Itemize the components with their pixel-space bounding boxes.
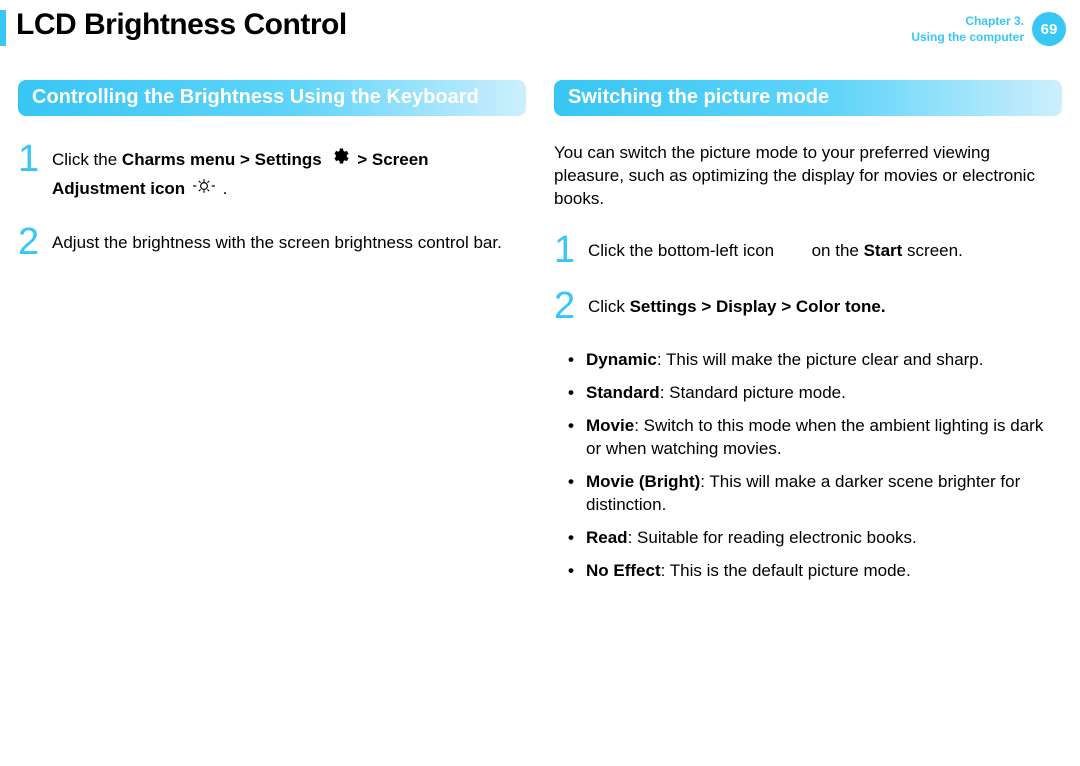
mode-desc: : Standard picture mode. <box>660 383 846 402</box>
left-step-2: 2 Adjust the brightness with the screen … <box>18 225 526 259</box>
mode-name: Movie (Bright) <box>586 472 700 491</box>
mode-name: Standard <box>586 383 660 402</box>
section-header-keyboard: Controlling the Brightness Using the Key… <box>18 80 526 116</box>
chapter-line1: Chapter 3. <box>911 14 1024 30</box>
step-text-bold: Start <box>864 241 903 260</box>
content-columns: Controlling the Brightness Using the Key… <box>0 80 1080 593</box>
page-title: LCD Brightness Control <box>16 8 911 42</box>
mode-name: Read <box>586 528 628 547</box>
mode-movie-bright: Movie (Bright): This will make a darker … <box>568 471 1062 517</box>
mode-read: Read: Suitable for reading electronic bo… <box>568 527 1062 550</box>
section-header-picture-mode: Switching the picture mode <box>554 80 1062 116</box>
step-number: 2 <box>554 289 588 323</box>
gear-icon <box>329 146 349 174</box>
mode-desc: : This will make the picture clear and s… <box>657 350 984 369</box>
mode-movie: Movie: Switch to this mode when the ambi… <box>568 415 1062 461</box>
mode-desc: : This is the default picture mode. <box>661 561 911 580</box>
step-body: Click the Charms menu > Settings > Scree… <box>52 142 526 203</box>
left-step-1: 1 Click the Charms menu > Settings > Scr… <box>18 142 526 203</box>
step-text-mid: on the <box>812 241 864 260</box>
step-body: Click the bottom-left icon on the Start … <box>588 233 963 264</box>
right-column: Switching the picture mode You can switc… <box>554 80 1062 593</box>
page-header: LCD Brightness Control Chapter 3. Using … <box>0 0 1080 46</box>
step-number: 1 <box>18 142 52 176</box>
step-body: Adjust the brightness with the screen br… <box>52 225 502 256</box>
intro-paragraph: You can switch the picture mode to your … <box>554 142 1062 211</box>
left-column: Controlling the Brightness Using the Key… <box>18 80 526 593</box>
mode-dynamic: Dynamic: This will make the picture clea… <box>568 349 1062 372</box>
step-number: 1 <box>554 233 588 267</box>
step-text-pre: Click <box>588 297 630 316</box>
mode-name: No Effect <box>586 561 661 580</box>
page-number-badge: 69 <box>1032 12 1066 46</box>
chapter-line2: Using the computer <box>911 30 1024 46</box>
right-step-1: 1 Click the bottom-left icon on the Star… <box>554 233 1062 267</box>
right-step-2: 2 Click Settings > Display > Color tone. <box>554 289 1062 323</box>
step-text-bold1: Charms menu > Settings <box>122 150 322 169</box>
step-text-post: . <box>223 179 228 198</box>
mode-name: Movie <box>586 416 634 435</box>
mode-desc: : Suitable for reading electronic books. <box>628 528 917 547</box>
mode-name: Dynamic <box>586 350 657 369</box>
step-body: Click Settings > Display > Color tone. <box>588 289 886 320</box>
step-text-bold: Settings > Display > Color tone. <box>630 297 886 316</box>
chapter-info: Chapter 3. Using the computer <box>911 8 1032 45</box>
brightness-icon <box>193 176 215 203</box>
mode-desc: : Switch to this mode when the ambient l… <box>586 416 1043 458</box>
step-number: 2 <box>18 225 52 259</box>
step-text-mid: > <box>357 150 372 169</box>
mode-standard: Standard: Standard picture mode. <box>568 382 1062 405</box>
step-text-post: screen. <box>902 241 962 260</box>
mode-no-effect: No Effect: This is the default picture m… <box>568 560 1062 583</box>
title-accent-bar <box>0 10 6 46</box>
step-text-pre: Click the bottom-left icon <box>588 241 779 260</box>
step-text-pre: Click the <box>52 150 122 169</box>
picture-modes-list: Dynamic: This will make the picture clea… <box>554 349 1062 583</box>
